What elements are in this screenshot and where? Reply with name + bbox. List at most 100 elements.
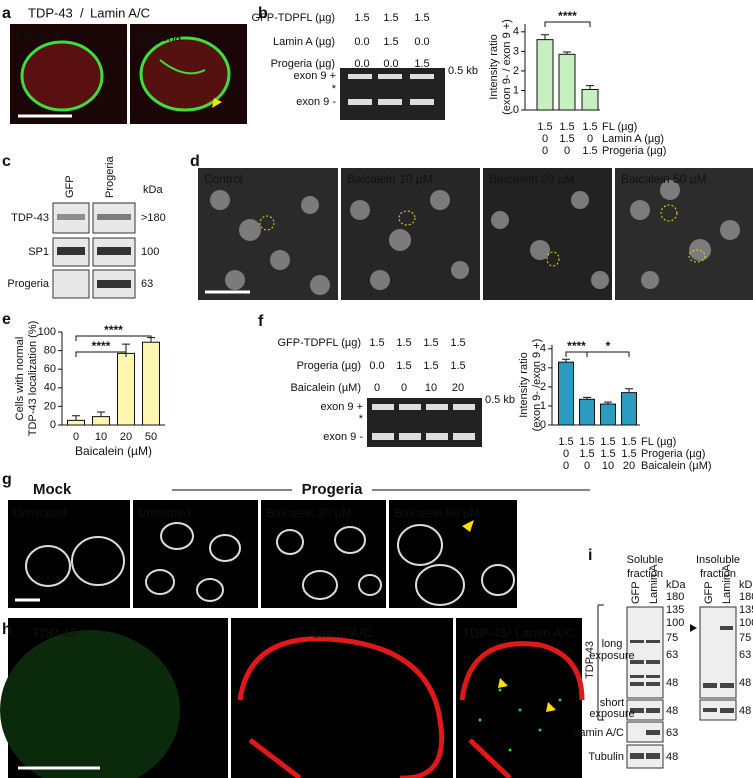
row-label: GFP-TDPFL (µg) (251, 12, 335, 24)
fraction-label: Soluble (627, 554, 664, 566)
micrographs (0, 24, 753, 778)
cell: 0 (401, 382, 407, 394)
row-label: FL (µg) (602, 121, 637, 133)
row-label: Progeria (µg) (602, 145, 666, 157)
image-label: Baicalein 50 µM (621, 172, 707, 186)
significance: **** (92, 339, 111, 353)
cell: 1.5 (582, 145, 597, 157)
panel-label: d (190, 153, 200, 170)
cell: 0.0 (369, 360, 384, 372)
cell: 0 (563, 448, 569, 460)
title: / (80, 5, 84, 20)
y-axis-label: Intensity ratio (488, 34, 500, 99)
cell: 1.5 (579, 436, 594, 448)
bar (558, 361, 574, 426)
row-label: Progeria (7, 278, 49, 290)
row-label: Lamin A (µg) (602, 133, 664, 145)
cell: 10 (425, 382, 437, 394)
cell: 1.5 (450, 360, 465, 372)
band-label: exon 9 - (323, 431, 363, 443)
band-label: exon 9 + (293, 70, 336, 82)
cell: 1.5 (559, 133, 574, 145)
bracket (544, 21, 591, 27)
cell: 0 (542, 133, 548, 145)
cell: 0.0 (414, 36, 429, 48)
error-bar (563, 51, 571, 55)
image-label: Untreated (13, 506, 66, 520)
marker-label: 48 (739, 705, 751, 717)
x-tick-label: 20 (120, 431, 132, 443)
bar (142, 341, 160, 426)
y-axis-label: Intensity ratio (518, 352, 530, 417)
bar (621, 392, 637, 426)
cell: 1.5 (369, 337, 384, 349)
cell: 10 (602, 460, 614, 472)
marker-label: 48 (666, 705, 678, 717)
bar (67, 419, 85, 426)
row-label: TDP-43 (11, 212, 49, 224)
cell: 0 (584, 460, 590, 472)
row-label: Baicalein (µM) (290, 382, 361, 394)
marker-label: 75 (666, 632, 678, 644)
x-tick-label: 50 (145, 431, 157, 443)
significance: **** (558, 9, 577, 23)
title: TDP-43 (28, 5, 73, 20)
image-label: Lamin A (16, 30, 59, 44)
y-tick-label: 4 (513, 26, 519, 38)
image-label: Lamin A/C (312, 625, 372, 640)
lane-label: Lamin A (648, 564, 660, 604)
band-label: * (359, 413, 364, 425)
band-label: exon 9 + (320, 401, 363, 413)
marker-label: 63 (739, 649, 751, 661)
image-label: Baicalein 20 µM (489, 172, 575, 186)
marker-label: 180 (739, 591, 753, 603)
error-bar (583, 396, 591, 400)
error-bar (562, 358, 570, 363)
lane-label: Lamin A (721, 564, 733, 604)
unit: kDa (666, 579, 686, 591)
significance: **** (104, 323, 123, 337)
row-label: Lamin A (µg) (273, 36, 335, 48)
image-label: Baicalein 20 µM (266, 506, 352, 520)
image-label: TDP-43 (32, 625, 77, 640)
cell: 1.5 (383, 36, 398, 48)
size-label: >180 (141, 212, 166, 224)
blots (52, 68, 737, 769)
row-label: Tubulin (588, 751, 624, 763)
y-tick-label: 3 (540, 362, 546, 374)
row-label: FL (µg) (641, 436, 676, 448)
panel-label: h (2, 621, 12, 638)
bar (558, 53, 576, 111)
cell: 0 (564, 145, 570, 157)
band-label: exon 9 - (296, 96, 336, 108)
panel-label: c (2, 153, 11, 170)
fraction-label: fraction (700, 568, 736, 580)
exposure-label: exposure (589, 708, 634, 720)
image-label: Control (204, 172, 243, 186)
error-bar (586, 85, 594, 90)
cell: 0 (587, 133, 593, 145)
y-tick-label: 0 (540, 419, 546, 431)
image-label: Lamin A/C (515, 625, 575, 640)
marker-label: 100 (739, 617, 753, 629)
cell: 20 (452, 382, 464, 394)
error-bar (625, 388, 633, 393)
cell: 1.5 (582, 121, 597, 133)
marker-label: 75 (739, 632, 751, 644)
y-tick-label: 60 (44, 363, 56, 375)
cell: 0 (542, 145, 548, 157)
title: Lamin A/C (90, 5, 150, 20)
bar (92, 416, 110, 426)
marker-label: 63 (666, 649, 678, 661)
y-tick-label: 0 (513, 104, 519, 116)
error-bar (72, 415, 80, 421)
x-tick-label: 10 (95, 431, 107, 443)
cell: 0 (563, 460, 569, 472)
cell: 1.5 (383, 12, 398, 24)
error-bar (541, 34, 549, 40)
x-axis-label: Baicalein (µM) (75, 444, 152, 458)
significance: * (606, 339, 611, 353)
y-tick-label: 20 (44, 400, 56, 412)
bar (536, 39, 554, 111)
